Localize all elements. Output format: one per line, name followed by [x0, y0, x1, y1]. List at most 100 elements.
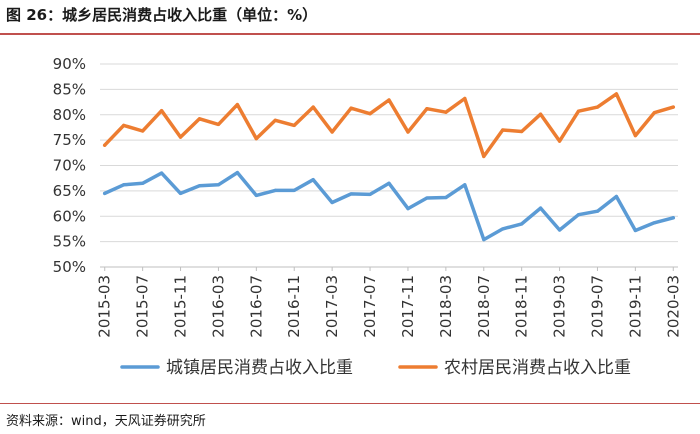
data-point: [595, 209, 600, 213]
source-rule: [0, 403, 700, 404]
data-point: [614, 92, 619, 96]
data-point: [311, 105, 315, 109]
y-tick-label: 65%: [53, 182, 86, 200]
data-point: [273, 188, 277, 192]
legend-label: 农村居民消费占收入比重: [444, 358, 631, 378]
data-point: [368, 192, 372, 197]
x-tick-label: 2019-07: [588, 275, 606, 338]
x-tick-label: 2015-11: [172, 275, 190, 338]
data-point: [197, 184, 202, 188]
data-point: [141, 181, 145, 185]
data-point: [482, 154, 486, 158]
data-point: [292, 123, 296, 128]
x-tick-label: 2017-07: [361, 275, 379, 338]
data-point: [652, 111, 656, 115]
data-point: [141, 129, 145, 133]
data-point: [178, 135, 183, 139]
data-point: [520, 129, 524, 134]
x-tick-label: 2015-07: [134, 275, 152, 338]
x-tick-label: 2017-03: [323, 275, 341, 338]
y-tick-label: 60%: [53, 207, 86, 225]
data-point: [425, 107, 429, 111]
data-point: [576, 213, 581, 217]
data-point: [103, 191, 107, 196]
data-point: [482, 237, 486, 242]
x-tick-label: 2018-07: [475, 275, 493, 338]
data-point: [178, 191, 183, 196]
data-point: [197, 117, 202, 121]
y-tick-label: 55%: [53, 233, 86, 251]
data-point: [349, 192, 353, 196]
data-point: [254, 137, 258, 141]
x-tick-label: 2018-03: [437, 275, 455, 338]
data-point: [216, 122, 221, 126]
data-point: [122, 123, 126, 128]
data-point: [216, 183, 221, 187]
data-point: [671, 216, 675, 220]
data-point: [501, 128, 505, 132]
data-point: [520, 222, 524, 226]
y-tick-label: 50%: [53, 258, 86, 276]
title-rule: [0, 33, 700, 35]
data-point: [103, 143, 107, 147]
data-point: [463, 96, 467, 101]
y-tick-label: 90%: [53, 55, 86, 73]
data-point: [576, 109, 581, 113]
data-point: [273, 118, 277, 122]
data-point: [463, 183, 467, 187]
data-point: [330, 200, 334, 205]
data-point: [633, 133, 637, 138]
data-point: [368, 112, 372, 116]
data-point: [292, 188, 296, 192]
x-tick-label: 2016-07: [247, 275, 265, 338]
x-tick-label: 2016-03: [209, 275, 227, 338]
data-point: [444, 110, 448, 114]
data-point: [159, 171, 164, 175]
series-lines: [102, 92, 676, 242]
data-point: [235, 103, 239, 107]
legend-label: 城镇居民消费占收入比重: [166, 358, 353, 378]
data-point: [311, 178, 315, 182]
legend: 城镇居民消费占收入比重 农村居民消费占收入比重: [120, 358, 631, 378]
y-tick-label: 70%: [53, 157, 86, 175]
y-tick-label: 80%: [53, 106, 86, 124]
data-point: [122, 183, 126, 187]
x-tick-label: 2016-11: [285, 275, 303, 338]
data-point: [501, 227, 505, 231]
data-point: [671, 105, 675, 109]
data-point: [387, 181, 391, 185]
x-tick-label: 2018-11: [513, 275, 531, 338]
x-tick-label: 2019-03: [551, 275, 569, 338]
data-point: [330, 130, 334, 134]
x-tick-label: 2015-03: [96, 275, 114, 338]
data-point: [595, 105, 600, 109]
y-tick-label: 85%: [53, 80, 86, 98]
data-point: [557, 228, 562, 232]
data-point: [159, 109, 164, 113]
y-tick-label: 75%: [53, 131, 86, 149]
line-chart: 50%55%60%65%70%75%80%85%90% 2015-03 2015-…: [53, 55, 683, 378]
source-note: 资料来源：wind，天风证券研究所: [6, 414, 206, 429]
data-point: [633, 228, 637, 233]
data-point: [235, 171, 239, 175]
data-point: [539, 206, 543, 210]
data-point: [254, 193, 258, 198]
data-point: [387, 98, 391, 102]
data-point: [444, 195, 448, 200]
y-axis-ticks: 50% 55% 60% 65% 70% 75% 80% 85% 90%: [53, 55, 86, 276]
series-line-rural: [102, 92, 676, 159]
x-axis-ticks: 2015-03 2015-07 2015-11 2016-03 2016-07 2016-…: [96, 267, 682, 338]
data-point: [557, 139, 562, 143]
x-tick-label: 2019-11: [626, 275, 644, 338]
data-point: [652, 221, 656, 225]
x-tick-label: 2017-11: [399, 275, 417, 338]
data-point: [539, 112, 543, 116]
x-tick-label: 2020-03: [664, 275, 682, 338]
gridlines: [100, 63, 678, 268]
data-point: [614, 194, 619, 199]
data-point: [406, 130, 410, 134]
figure-title: 图 26：城乡居民消费占收入比重（单位：%）: [6, 6, 318, 24]
data-point: [425, 196, 429, 200]
data-point: [406, 207, 410, 211]
data-point: [349, 106, 353, 110]
